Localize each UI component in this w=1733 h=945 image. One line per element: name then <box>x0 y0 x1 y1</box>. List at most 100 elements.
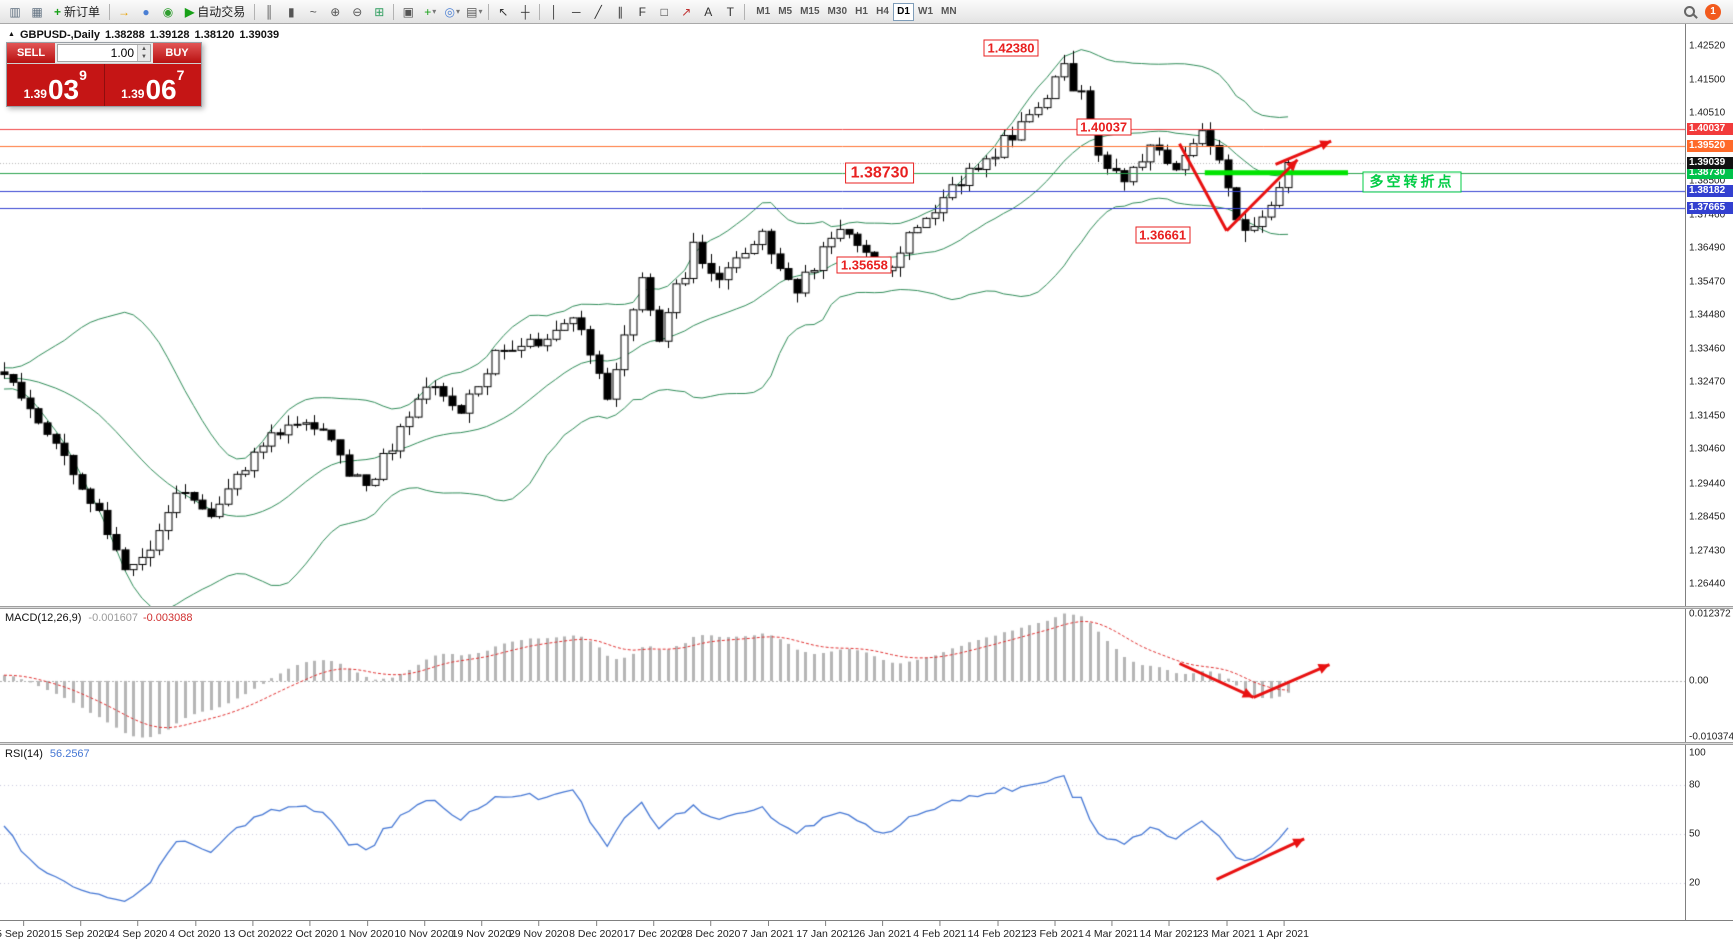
toolbar-separator <box>744 3 746 20</box>
timeframe-button-m5[interactable]: M5 <box>778 6 793 17</box>
tile-windows-icon[interactable]: ⊞ <box>374 4 385 19</box>
one-click-trading-widget[interactable]: SELL 1.00 ▲ ▼ BUY 1.39 03 9 1.39 06 7 <box>6 42 202 107</box>
timeframe-button-w1[interactable]: W1 <box>918 6 933 17</box>
channel-icon[interactable]: ∥ <box>617 4 624 19</box>
timeframe-button-mn[interactable]: MN <box>941 6 957 17</box>
time-axis-label: 29 Nov 2020 <box>508 921 569 940</box>
new-order-button[interactable]: + 新订单 <box>48 2 106 22</box>
time-axis-label: 8 Dec 2020 <box>569 921 623 940</box>
price-axis-tag: 1.40037 <box>1687 123 1733 136</box>
time-axis-label: 23 Mar 2021 <box>1196 921 1256 940</box>
price-axis-tick: 1.38500 <box>1689 175 1726 187</box>
volume-field[interactable]: 1.00 ▲ ▼ <box>57 44 151 62</box>
sell-price-button[interactable]: 1.39 03 9 <box>7 64 104 106</box>
indicators-icon[interactable]: + ▾ <box>424 4 437 19</box>
panel-splitter-rsi[interactable] <box>0 742 1733 745</box>
macd-axis-label: 0.00 <box>1689 675 1709 687</box>
price-axis-tick: 1.26440 <box>1689 578 1726 590</box>
rsi-axis-label: 20 <box>1689 877 1701 889</box>
launch-icon[interactable]: → <box>118 4 131 19</box>
time-axis-label: 15 Sep 2020 <box>50 921 111 940</box>
price-axis-tag: 1.38182 <box>1687 185 1733 198</box>
timeframe-button-m15[interactable]: M15 <box>800 6 820 17</box>
price-axis-tick: 1.27430 <box>1689 545 1726 557</box>
volume-down-icon[interactable]: ▼ <box>138 53 150 61</box>
new-order-button-label: 新订单 <box>64 5 101 19</box>
timeframe-button-h1[interactable]: H1 <box>855 6 868 17</box>
time-axis[interactable]: 5 Sep 2020 15 Sep 2020 24 Sep 2020 4 Oct 20… <box>0 920 1733 945</box>
time-axis-label: 10 Nov 2020 <box>394 921 454 940</box>
autotrading-button[interactable]: ▶ 自动交易 <box>179 2 251 22</box>
chart-window-icon[interactable]: ▥ <box>9 4 21 19</box>
time-axis-label: 23 Feb 2021 <box>1024 921 1084 940</box>
text-icon[interactable]: A <box>704 4 713 19</box>
buy-price-base: 1.39 <box>121 87 145 101</box>
panel-splitter-macd[interactable] <box>0 606 1733 609</box>
high-value: 1.39128 <box>149 29 190 41</box>
horizontal-line-icon[interactable]: ─ <box>572 4 581 19</box>
time-axis-label: 22 Oct 2020 <box>280 921 339 940</box>
time-axis-label: 24 Sep 2020 <box>107 921 168 940</box>
templates-icon[interactable]: ▤ ▾ <box>466 4 483 19</box>
price-axis-tick: 1.42520 <box>1689 40 1726 52</box>
shapes-icon[interactable]: □ <box>660 4 668 19</box>
community-icon[interactable]: ◉ <box>162 4 174 19</box>
profiles-icon[interactable]: ▦ <box>31 4 43 19</box>
main-chart-canvas[interactable] <box>0 24 1685 606</box>
time-axis-label: 19 Nov 2020 <box>451 921 512 940</box>
price-axis-tick: 1.36490 <box>1689 242 1726 254</box>
sell-button[interactable]: SELL <box>7 43 55 63</box>
autotrading-button-label: 自动交易 <box>197 5 246 19</box>
macd-axis-label: 0.012372 <box>1689 608 1731 619</box>
time-axis-label: 4 Mar 2021 <box>1085 921 1139 940</box>
timeframe-button-h4[interactable]: H4 <box>876 6 889 17</box>
buy-button[interactable]: BUY <box>153 43 201 63</box>
new-order-button-icon: + <box>54 4 62 19</box>
macd-signal-value: -0.003088 <box>142 612 193 624</box>
arrows-icon[interactable]: ↗ <box>681 4 692 19</box>
rsi-indicator-canvas[interactable] <box>0 745 1685 920</box>
search-icon[interactable] <box>1684 6 1695 17</box>
price-axis-tick: 1.37460 <box>1689 209 1726 221</box>
toolbar: ▥ ▦ + 新订单 → ● ◉ ▶ 自动交易 ║ ▮ ~ ⊕ ⊖ ⊞ ▣ + ▾ ◎ ▾ ▤ ▾ ↖ ┼ │ ─ ╱ ∥ F □ ↗ A T M1… <box>0 0 1733 24</box>
candle-chart-icon[interactable]: ▮ <box>287 4 295 19</box>
price-axis[interactable]: 1.42520 1.41500 1.40510 1.38500 1.37460 1.364… <box>1685 24 1733 920</box>
vertical-line-icon[interactable]: │ <box>550 4 559 19</box>
zoom-in-icon[interactable]: ⊕ <box>330 4 341 19</box>
bar-chart-icon[interactable]: ║ <box>265 4 274 19</box>
macd-indicator-canvas[interactable] <box>0 609 1685 742</box>
toolbar-separator <box>393 3 395 20</box>
timeframe-button-d1[interactable]: D1 <box>893 2 914 21</box>
line-chart-icon[interactable]: ~ <box>309 4 317 19</box>
zoom-out-icon[interactable]: ⊖ <box>352 4 363 19</box>
volume-stepper[interactable]: ▲ ▼ <box>137 45 150 61</box>
timeframe-button-m30[interactable]: M30 <box>827 6 847 17</box>
cascade-windows-icon[interactable]: ▣ <box>402 4 414 19</box>
text-label-icon[interactable]: T <box>726 4 734 19</box>
fibonacci-icon[interactable]: F <box>638 4 646 19</box>
rsi-indicator-label: RSI(14) 56.2567 <box>5 748 90 760</box>
cursor-icon[interactable]: ↖ <box>498 4 509 19</box>
price-axis-tick: 1.32470 <box>1689 376 1726 388</box>
open-value: 1.38288 <box>105 29 145 41</box>
navigator-icon[interactable]: ◎ ▾ <box>444 4 461 19</box>
buy-price-button[interactable]: 1.39 06 7 <box>103 64 201 106</box>
toolbar-separator <box>488 3 490 20</box>
toolbar-separator <box>539 3 541 20</box>
volume-up-icon[interactable]: ▲ <box>138 45 150 53</box>
time-axis-label: 1 Apr 2021 <box>1258 921 1309 940</box>
timeframe-button-m1[interactable]: M1 <box>756 6 771 17</box>
buy-price-big: 06 <box>145 74 177 105</box>
price-axis-tick: 1.41500 <box>1689 74 1726 86</box>
trendline-icon[interactable]: ╱ <box>594 4 602 19</box>
volume-value[interactable]: 1.00 <box>110 46 134 60</box>
low-value: 1.38120 <box>194 29 235 41</box>
price-axis-tick: 1.29440 <box>1689 478 1726 490</box>
collapse-triangle-icon[interactable]: ▲ <box>8 31 15 38</box>
timeframe-toolbar: M1 M5 M15 M30 H1 H4 D1 W1 MN <box>752 2 960 21</box>
notifications-badge[interactable]: 1 <box>1705 3 1721 20</box>
symbol-period-label: GBPUSD-,Daily <box>19 29 101 41</box>
sell-price-big: 03 <box>47 74 80 105</box>
crosshair-icon[interactable]: ┼ <box>521 4 530 19</box>
accounts-icon[interactable]: ● <box>142 4 150 19</box>
